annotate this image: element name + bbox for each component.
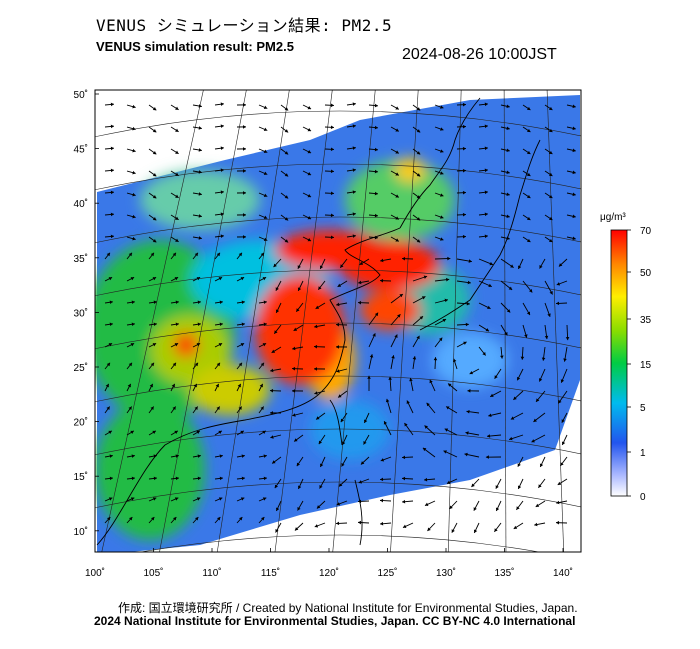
credit-line: 作成: 国立環境研究所 / Created by National Instit… (118, 601, 578, 615)
lon-label: 100˚ (85, 567, 105, 579)
colorbar-tick-label: 15 (640, 360, 652, 371)
lat-label: 10˚ (74, 526, 88, 538)
lon-label: 140˚ (553, 567, 573, 579)
title-japanese: VENUS シミュレーション結果: PM2.5 (96, 16, 393, 35)
colorbar-tick-label: 35 (640, 315, 652, 326)
lat-label: 30˚ (74, 307, 88, 319)
lat-label: 50˚ (74, 89, 88, 101)
colorbar-tick-label: 5 (640, 403, 646, 414)
lon-label: 115˚ (261, 567, 280, 579)
colorbar: 70 50 35 15 5 1 0 (610, 226, 652, 503)
longitude-labels: 100˚ 105˚ 110˚ 115˚ 120˚ 125˚ 130˚ 135˚ 140˚ (85, 548, 573, 579)
lon-label: 120˚ (319, 567, 339, 579)
copyright-line: 2024 National Institute for Environmenta… (94, 614, 576, 628)
coastline (96, 97, 541, 546)
lon-label: 135˚ (494, 567, 514, 579)
lon-label: 105˚ (143, 567, 163, 579)
colorbar-unit: μg/m³ (600, 212, 626, 223)
colorbar-tick-label: 1 (640, 448, 646, 459)
colorbar-tick-label: 50 (640, 268, 652, 279)
title-english: VENUS simulation result: PM2.5 (96, 39, 294, 54)
lat-label: 45˚ (74, 144, 88, 156)
lat-label: 35˚ (74, 253, 88, 265)
lat-label: 40˚ (74, 198, 88, 210)
datetime-label: 2024-08-26 10:00JST (402, 46, 557, 63)
map-frame (94, 89, 582, 553)
pm25-map: 50˚ 45˚ 40˚ 35˚ 30˚ 25˚ 20˚ 15˚ 10˚ 100˚ 105˚ 110˚… (74, 89, 652, 579)
graticule (95, 90, 581, 552)
lat-label: 25˚ (74, 362, 88, 374)
concentration-field (95, 95, 580, 552)
lat-label: 20˚ (74, 417, 88, 429)
lon-label: 130˚ (436, 567, 456, 579)
colorbar-gradient (610, 229, 628, 497)
lon-label: 125˚ (377, 567, 397, 579)
colorbar-tick-label: 0 (640, 492, 646, 503)
wind-vectors (104, 102, 576, 534)
colorbar-tick-label: 70 (640, 226, 652, 237)
lat-label: 15˚ (74, 471, 88, 483)
lon-label: 110˚ (202, 567, 221, 579)
latitude-labels: 50˚ 45˚ 40˚ 35˚ 30˚ 25˚ 20˚ 15˚ 10˚ (74, 89, 99, 538)
